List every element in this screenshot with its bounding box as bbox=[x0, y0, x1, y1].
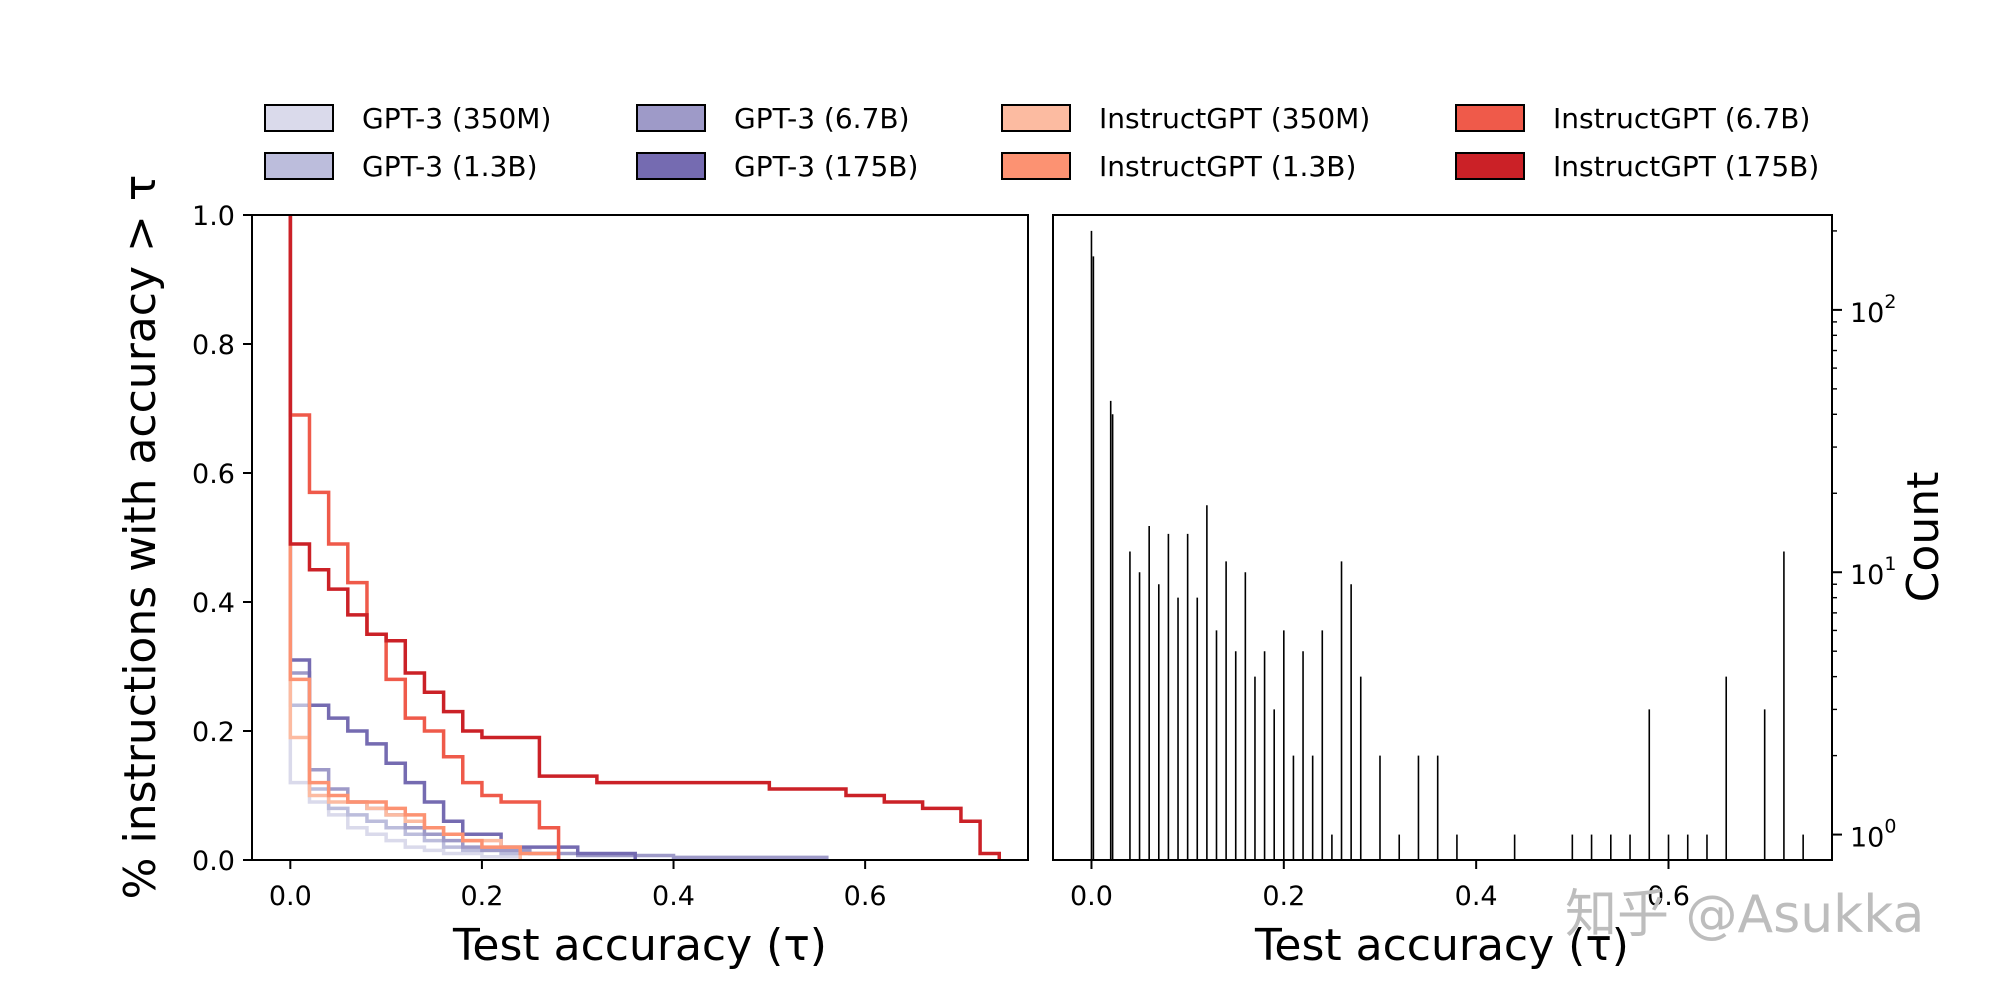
x-tick-label: 0.2 bbox=[1262, 881, 1305, 912]
y-tick-label: 0.8 bbox=[192, 330, 235, 361]
legend-label: GPT-3 (350M) bbox=[362, 102, 551, 135]
y-tick-label: 1.0 bbox=[192, 201, 235, 232]
legend: GPT-3 (350M) GPT-3 (1.3B) GPT-3 (6.7B) GPT-… bbox=[264, 102, 1819, 183]
series-line-1 bbox=[288, 215, 561, 860]
x-tick-label: 0.6 bbox=[1647, 881, 1690, 912]
left-chart-panel: 0.0 0.2 0.4 0.6 0.0 0.2 0.4 0.6 0.8 1.0 Test acc… bbox=[115, 175, 1029, 971]
x-tick-label: 0.0 bbox=[269, 881, 312, 912]
series-line-6 bbox=[288, 215, 561, 860]
left-series-group bbox=[288, 215, 1002, 860]
right-x-ticks: 0.0 0.2 0.4 0.6 bbox=[1070, 860, 1690, 912]
right-chart-panel: 0.0 0.2 0.4 0.6 100 101 102 Test accuracy (τ)… bbox=[1052, 214, 1949, 971]
left-y-ticks: 0.0 0.2 0.4 0.6 0.8 1.0 bbox=[192, 201, 252, 877]
y-tick-label: 101 bbox=[1850, 553, 1896, 591]
y-tick-label: 0.2 bbox=[192, 717, 235, 748]
right-plot-frame bbox=[1052, 214, 1833, 861]
y-tick-label: 0.6 bbox=[192, 459, 235, 490]
series-line-2 bbox=[288, 215, 829, 860]
right-y-axis-label: Count bbox=[1898, 472, 1949, 603]
x-tick-label: 0.4 bbox=[652, 881, 695, 912]
series-line-5 bbox=[288, 215, 561, 860]
left-x-axis-label: Test accuracy (τ) bbox=[452, 920, 827, 971]
legend-label: InstructGPT (1.3B) bbox=[1099, 150, 1356, 183]
legend-swatch bbox=[636, 152, 706, 180]
right-x-axis-label: Test accuracy (τ) bbox=[1254, 920, 1629, 971]
left-y-axis-label: % instructions with accuracy > τ bbox=[115, 175, 166, 900]
series-line-7 bbox=[288, 215, 1002, 860]
legend-swatch bbox=[1001, 104, 1071, 132]
left-x-ticks: 0.0 0.2 0.4 0.6 bbox=[269, 860, 887, 912]
histogram-bars bbox=[1090, 230, 1804, 860]
series-line-0 bbox=[288, 215, 522, 860]
y-tick-label: 0.4 bbox=[192, 588, 235, 619]
x-tick-label: 0.0 bbox=[1070, 881, 1113, 912]
left-plot-frame bbox=[251, 214, 1029, 861]
x-tick-label: 0.6 bbox=[844, 881, 887, 912]
series-line-4 bbox=[288, 215, 522, 860]
legend-label: GPT-3 (175B) bbox=[734, 150, 918, 183]
right-y-ticks: 100 101 102 bbox=[1832, 230, 1896, 854]
legend-swatch bbox=[264, 152, 334, 180]
y-tick-label: 102 bbox=[1850, 291, 1896, 329]
legend-label: InstructGPT (6.7B) bbox=[1553, 102, 1810, 135]
legend-swatch bbox=[1001, 152, 1071, 180]
legend-label: InstructGPT (350M) bbox=[1099, 102, 1370, 135]
legend-swatch bbox=[1455, 152, 1525, 180]
y-tick-label: 0.0 bbox=[192, 846, 235, 877]
y-tick-label: 100 bbox=[1850, 816, 1896, 854]
legend-swatch bbox=[264, 104, 334, 132]
legend-label: GPT-3 (6.7B) bbox=[734, 102, 910, 135]
x-tick-label: 0.2 bbox=[460, 881, 503, 912]
legend-swatch bbox=[1455, 104, 1525, 132]
x-tick-label: 0.4 bbox=[1455, 881, 1498, 912]
watermark: 知乎 @Asukka bbox=[1565, 885, 1924, 945]
legend-label: InstructGPT (175B) bbox=[1553, 150, 1819, 183]
legend-label: GPT-3 (1.3B) bbox=[362, 150, 538, 183]
legend-swatch bbox=[636, 104, 706, 132]
